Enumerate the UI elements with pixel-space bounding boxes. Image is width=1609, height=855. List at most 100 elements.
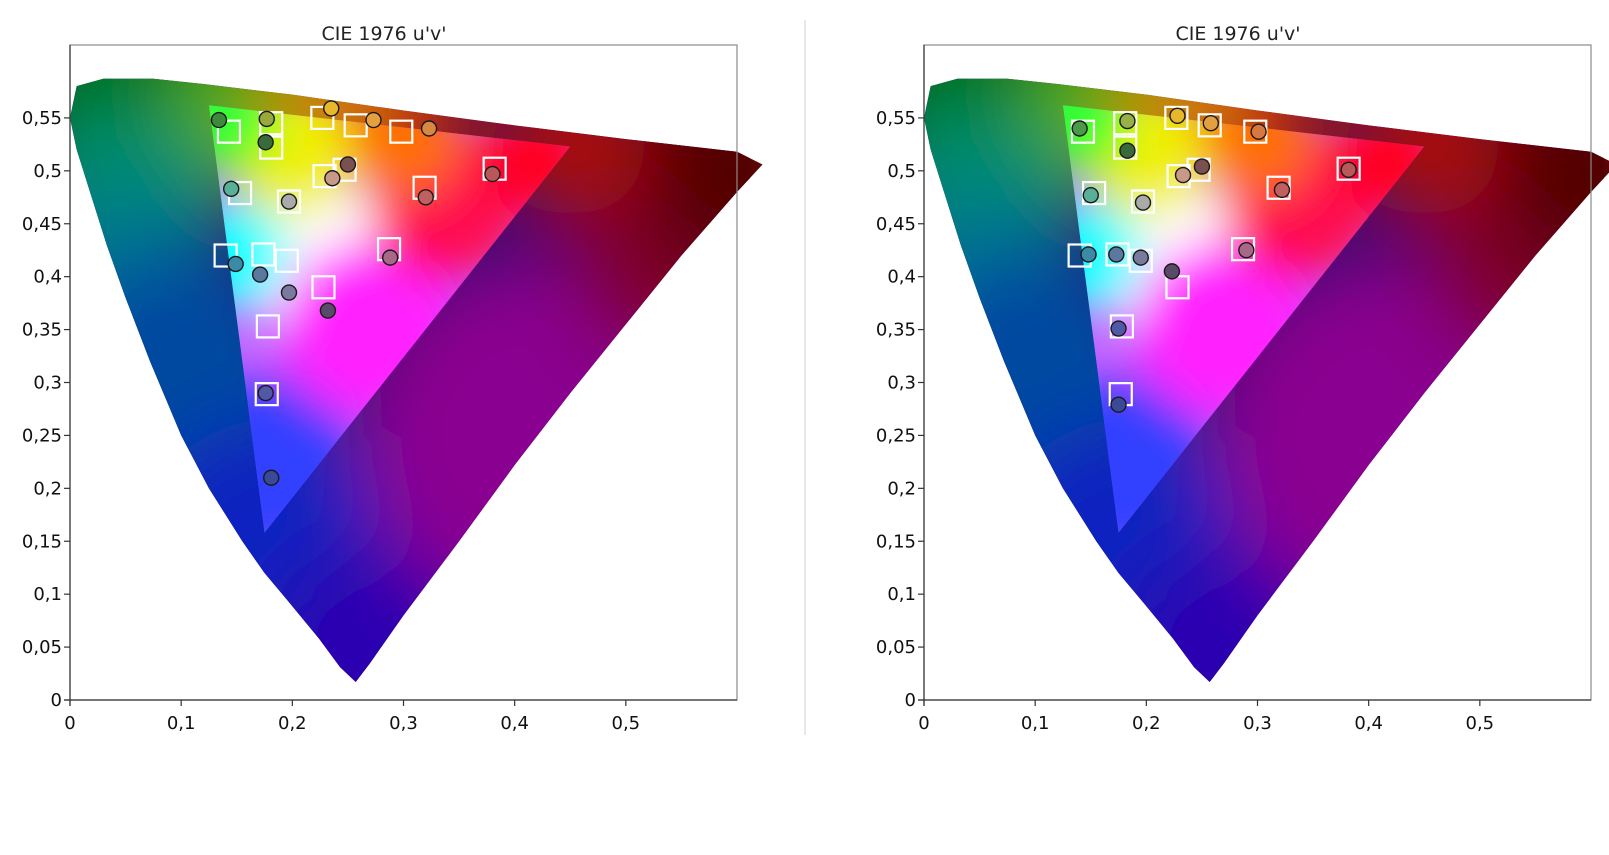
- y-tick-label: 0,4: [887, 267, 916, 288]
- chart-left: CIE 1976 u'v' 0 0,1 0,2 0,3 0,4 0,5 0 0,05 0,1 0,…: [22, 23, 763, 734]
- measured-point: [1119, 142, 1136, 159]
- measured-point: [1202, 115, 1220, 132]
- y-tick-label: 0,3: [887, 373, 916, 394]
- target-marker: [251, 242, 276, 267]
- y-tick-label: 0,15: [876, 531, 916, 552]
- measured-point: [1169, 107, 1186, 125]
- y-tick-label: 0,1: [887, 584, 916, 605]
- y-tick-label: 0,05: [876, 637, 916, 658]
- measured-point: [280, 284, 298, 301]
- measured-point: [417, 189, 434, 206]
- target-marker: [1130, 189, 1156, 214]
- y-tick-label: 0,35: [876, 320, 916, 341]
- target-marker: [274, 248, 299, 273]
- x-tick-label: 0,5: [612, 713, 641, 734]
- measured-point: [1163, 263, 1181, 280]
- x-tick-label: 0,1: [167, 713, 196, 734]
- target-marker: [276, 189, 302, 214]
- measured-point: [365, 111, 382, 129]
- x-axis: 0 0,1 0,2 0,3 0,4 0,5: [918, 699, 1591, 734]
- y-tick-label: 0,55: [22, 108, 62, 129]
- target-marker: [311, 275, 336, 300]
- measured-point: [319, 302, 337, 319]
- x-tick-label: 0,5: [1466, 713, 1495, 734]
- measured-point: [381, 249, 399, 266]
- measured-series: [210, 100, 501, 486]
- measured-point: [484, 165, 501, 183]
- chart-title: CIE 1976 u'v': [1175, 23, 1300, 45]
- target-marker: [213, 243, 238, 268]
- measured-point: [1110, 396, 1127, 413]
- y-tick-label: 0,45: [22, 214, 62, 235]
- y-tick-label: 0,45: [876, 214, 916, 235]
- measured-point: [210, 111, 228, 129]
- target-marker: [1070, 119, 1096, 144]
- measured-point: [263, 469, 280, 486]
- x-axis: 0 0,1 0,2 0,3 0,4 0,5: [64, 699, 737, 734]
- measured-point: [1340, 161, 1357, 178]
- chart-title: CIE 1976 u'v': [321, 23, 446, 45]
- x-tick-label: 0: [918, 713, 929, 734]
- measured-point: [1134, 194, 1152, 211]
- measured-point: [1238, 242, 1255, 259]
- target-marker: [216, 119, 242, 144]
- measured-point: [323, 100, 340, 117]
- measured-point: [1250, 123, 1267, 140]
- measured-series: [1071, 107, 1357, 413]
- x-tick-label: 0,4: [1354, 713, 1383, 734]
- y-tick-label: 0,15: [22, 531, 62, 552]
- y-tick-label: 0,25: [876, 425, 916, 446]
- measured-point: [227, 255, 244, 273]
- target-marker: [310, 105, 335, 131]
- y-tick-label: 0,35: [22, 320, 62, 341]
- y-tick-label: 0,05: [22, 637, 62, 658]
- measured-point: [1132, 249, 1149, 266]
- target-marker: [1105, 242, 1130, 267]
- target-marker: [255, 314, 280, 339]
- y-tick-label: 0,1: [33, 584, 62, 605]
- measured-point: [324, 170, 341, 187]
- y-tick-label: 0,25: [22, 425, 62, 446]
- x-tick-label: 0,2: [278, 713, 307, 734]
- chromaticity-locus: [70, 78, 763, 683]
- measured-point: [258, 110, 275, 128]
- y-axis: 0 0,05 0,1 0,15 0,2 0,25 0,3 0,35 0,4 0,45 0,5 0,55: [22, 45, 71, 711]
- measured-point: [1082, 186, 1099, 204]
- y-tick-label: 0,4: [33, 267, 62, 288]
- x-tick-label: 0,3: [1243, 713, 1272, 734]
- chart-right: CIE 1976 u'v' 0 0,1 0,2 0,3 0,4 0,5 0 0,05 0,1 0,…: [876, 23, 1609, 734]
- target-marker: [1336, 156, 1361, 181]
- x-tick-label: 0,2: [1132, 713, 1161, 734]
- y-axis: 0 0,05 0,1 0,15 0,2 0,25 0,3 0,35 0,4 0,45 0,5 0,55: [876, 45, 925, 711]
- y-tick-label: 0: [905, 690, 916, 711]
- measured-point: [1108, 246, 1125, 263]
- measured-point: [1273, 181, 1291, 199]
- measured-point: [257, 384, 274, 402]
- target-marker: [1113, 111, 1138, 136]
- measured-point: [1071, 120, 1088, 137]
- x-tick-label: 0,4: [500, 713, 529, 734]
- measured-point: [420, 120, 438, 137]
- y-tick-label: 0,5: [33, 161, 62, 182]
- measured-point: [1080, 246, 1097, 263]
- target-marker: [1197, 113, 1222, 138]
- measured-point: [339, 156, 357, 173]
- y-tick-label: 0,2: [33, 478, 62, 499]
- x-tick-label: 0: [64, 713, 75, 734]
- y-tick-label: 0,55: [876, 108, 916, 129]
- y-tick-label: 0,2: [887, 478, 916, 499]
- measured-point: [251, 266, 269, 283]
- target-marker: [1164, 105, 1189, 131]
- measured-point: [1119, 112, 1136, 130]
- y-tick-label: 0,5: [887, 161, 916, 182]
- y-tick-label: 0: [51, 690, 62, 711]
- measured-point: [257, 134, 274, 151]
- measured-point: [1193, 158, 1211, 175]
- x-tick-label: 0,3: [389, 713, 418, 734]
- target-marker: [254, 382, 279, 407]
- x-tick-label: 0,1: [1021, 713, 1050, 734]
- measured-point: [280, 193, 298, 210]
- target-series: [1067, 105, 1361, 407]
- measured-point: [222, 180, 240, 198]
